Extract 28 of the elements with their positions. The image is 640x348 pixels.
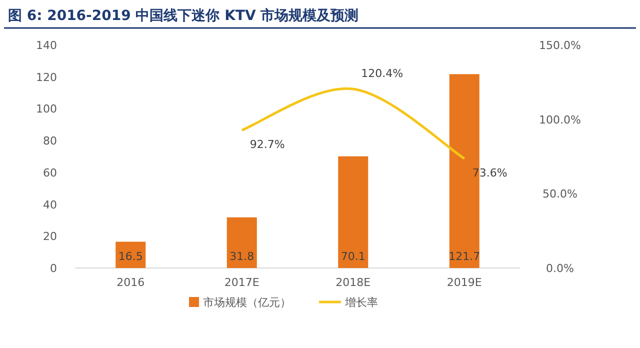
data-label: 92.7% bbox=[250, 138, 285, 152]
y-tick-label: 60 bbox=[43, 166, 57, 180]
y-tick-label: 20 bbox=[43, 230, 57, 244]
y2-tick-label: 100.0% bbox=[539, 113, 581, 126]
bar bbox=[116, 242, 146, 268]
y-tick-label: 100 bbox=[36, 102, 57, 116]
x-tick-label: 2019E bbox=[446, 276, 482, 289]
data-label: 121.7 bbox=[448, 250, 480, 263]
x-tick-label: 2017E bbox=[224, 276, 260, 289]
data-label: 16.5 bbox=[118, 250, 143, 263]
x-tick-label: 2018E bbox=[336, 276, 371, 289]
y2-tick-label: 0.0% bbox=[546, 262, 574, 275]
legend-label: 市场规模（亿元） bbox=[203, 296, 291, 309]
chart-title: 图 6: 2016-2019 中国线下迷你 KTV 市场规模及预测 bbox=[8, 7, 359, 24]
y2-tick-label: 150.0% bbox=[539, 39, 581, 52]
data-label: 31.8 bbox=[230, 250, 254, 263]
y2-tick-label: 50.0% bbox=[542, 188, 578, 201]
y-tick-label: 40 bbox=[43, 198, 57, 212]
legend-label: 增长率 bbox=[344, 296, 378, 309]
data-label: 120.4% bbox=[361, 67, 404, 80]
y-tick-label: 0 bbox=[50, 262, 57, 275]
x-tick-label: 2016 bbox=[116, 276, 145, 289]
y-tick-label: 140 bbox=[36, 39, 57, 52]
y-tick-label: 80 bbox=[43, 134, 57, 148]
data-label: 70.1 bbox=[340, 250, 366, 263]
bar bbox=[226, 217, 257, 268]
y-tick-label: 120 bbox=[36, 70, 57, 84]
bar bbox=[338, 156, 368, 268]
